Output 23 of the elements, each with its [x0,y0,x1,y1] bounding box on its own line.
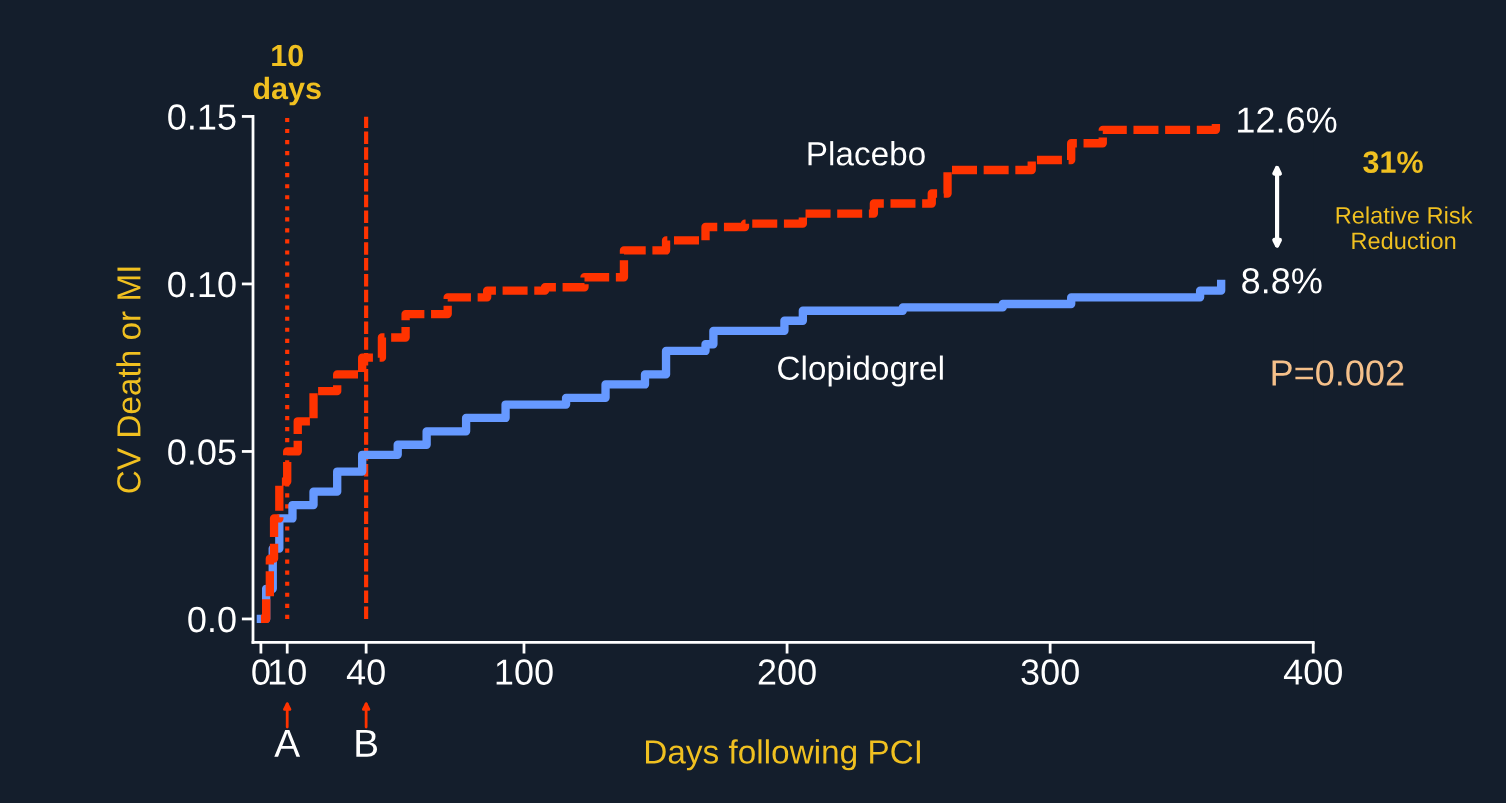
x-tick-label: 40 [346,659,385,685]
x-tick-label: 10 [269,659,306,685]
annotation: 8.8% [1242,268,1322,294]
text: Relative Risk Reduction [1336,206,1473,250]
x-tick-label: 400 [1283,659,1342,685]
x-tick-label: 0 [252,659,270,685]
y-tick-label: 0.05 [168,439,236,465]
y-tick-label: 0.0 [188,606,236,633]
x-tick-label: 300 [1021,659,1079,685]
y-tick-label: 0.10 [168,271,236,298]
text: B [356,729,378,757]
ref-line-label: 10 days [253,44,321,106]
series-label: Clopidogrel [778,355,943,387]
y-tick-label: 0.15 [168,104,236,130]
x-tick-label: 200 [758,659,816,685]
annotation: P=0.002 [1272,360,1404,386]
text: A [274,729,301,757]
text: 31% [1363,151,1423,173]
annotation: 12.6% [1238,107,1337,133]
x-tick-label: 100 [496,659,553,685]
x-axis-title: Days following PCI [645,739,920,771]
series-label: Placebo [808,141,925,166]
y-axis-title: CV Death or MI [116,267,141,493]
